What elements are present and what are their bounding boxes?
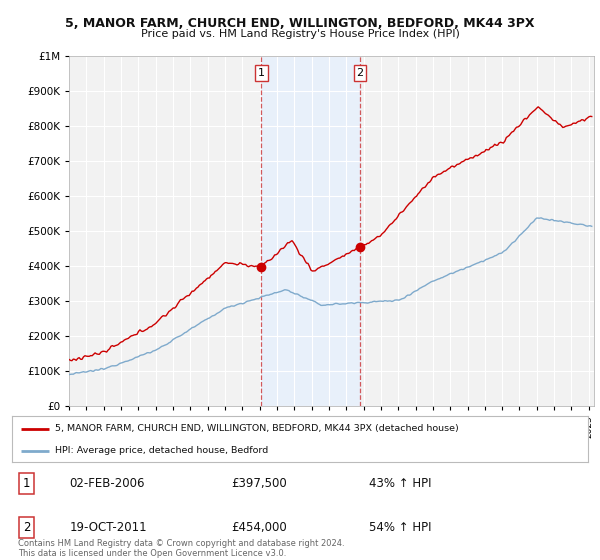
Bar [262,56,360,406]
Text: 2: 2 [23,521,30,534]
Text: 19-OCT-2011: 19-OCT-2011 [70,521,147,534]
Text: 54% ↑ HPI: 54% ↑ HPI [369,521,431,534]
Text: 43% ↑ HPI: 43% ↑ HPI [369,477,431,490]
Text: Price paid vs. HM Land Registry's House Price Index (HPI): Price paid vs. HM Land Registry's House … [140,29,460,39]
Text: 1: 1 [258,68,265,78]
Text: HPI: Average price, detached house, Bedford: HPI: Average price, detached house, Bedf… [55,446,268,455]
Text: 5, MANOR FARM, CHURCH END, WILLINGTON, BEDFORD, MK44 3PX (detached house): 5, MANOR FARM, CHURCH END, WILLINGTON, B… [55,424,459,433]
Text: £454,000: £454,000 [231,521,287,534]
Text: 2: 2 [356,68,364,78]
Text: Contains HM Land Registry data © Crown copyright and database right 2024.
This d: Contains HM Land Registry data © Crown c… [18,539,344,558]
Text: 02-FEB-2006: 02-FEB-2006 [70,477,145,490]
Text: 5, MANOR FARM, CHURCH END, WILLINGTON, BEDFORD, MK44 3PX: 5, MANOR FARM, CHURCH END, WILLINGTON, B… [65,17,535,30]
Text: 1: 1 [23,477,30,490]
Text: £397,500: £397,500 [231,477,287,490]
